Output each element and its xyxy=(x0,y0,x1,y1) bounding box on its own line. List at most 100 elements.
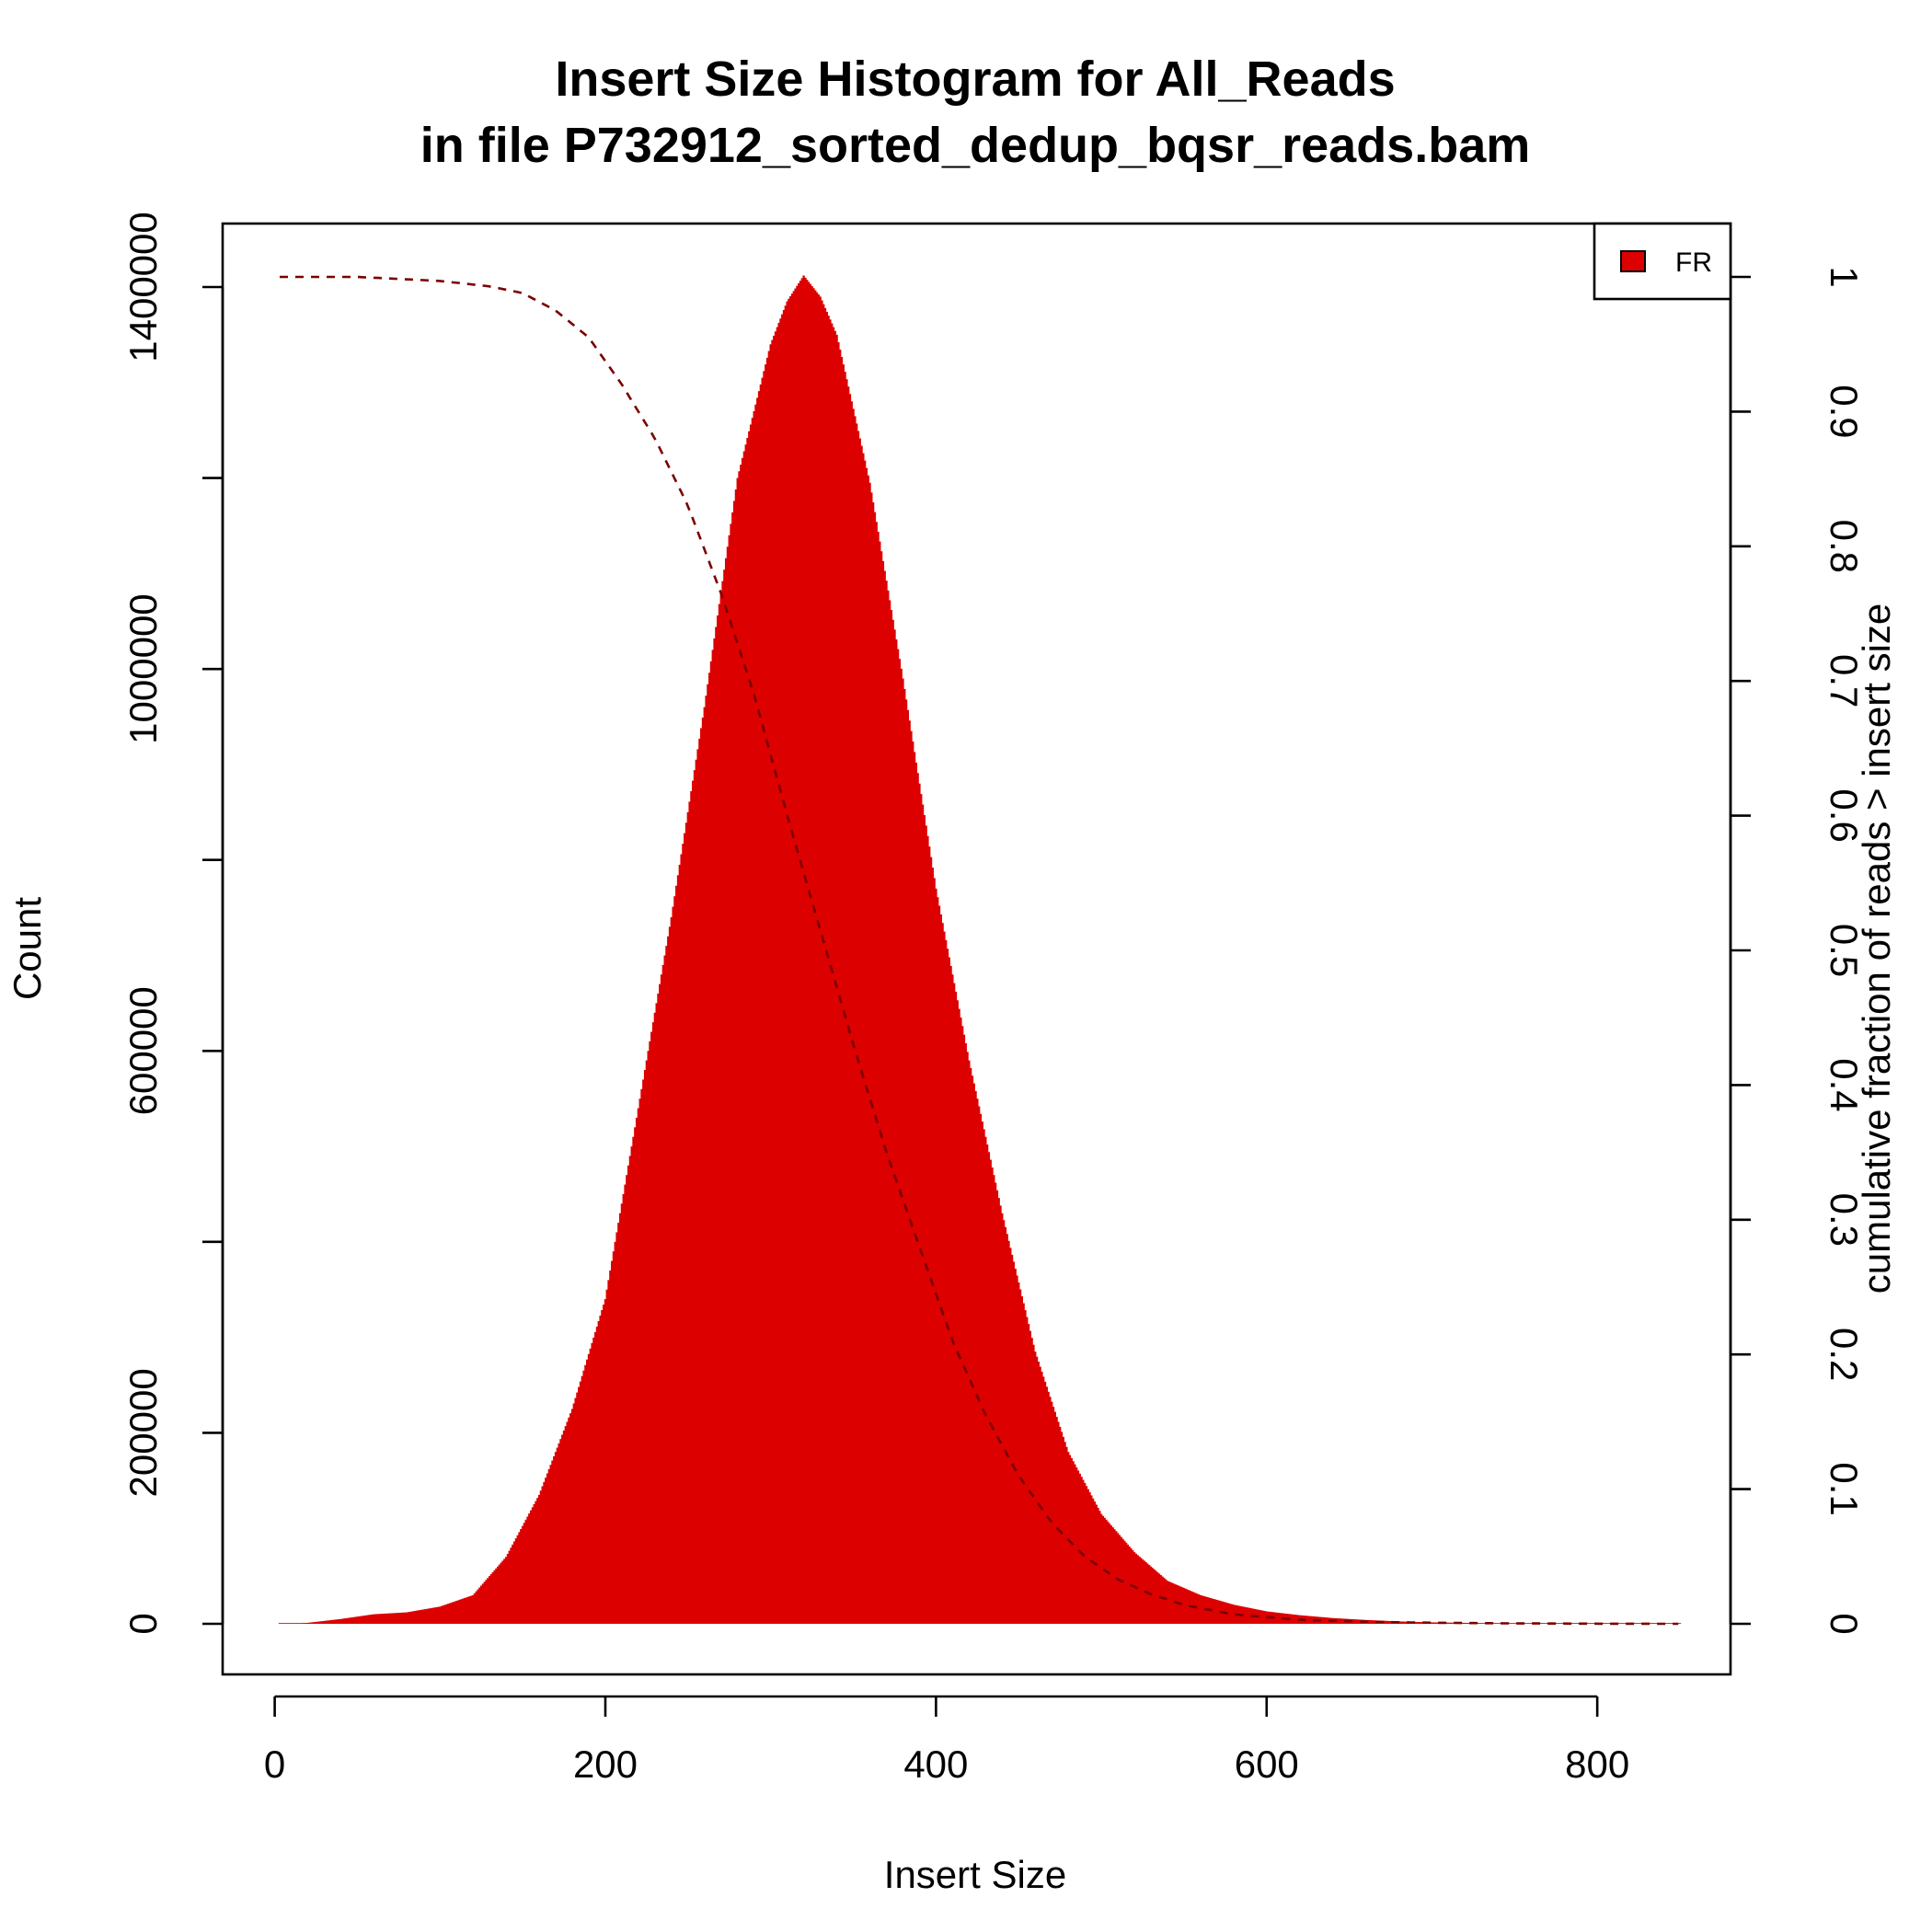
histogram-bar xyxy=(547,1468,551,1624)
histogram-bar xyxy=(1153,1569,1156,1624)
histogram-bar xyxy=(910,730,913,1624)
histogram-bar xyxy=(1065,1446,1068,1624)
histogram-bar xyxy=(407,1612,410,1624)
histogram-bar xyxy=(1352,1619,1356,1624)
histogram-bar xyxy=(789,295,792,1625)
histogram-bar xyxy=(1420,1622,1423,1624)
histogram-bar xyxy=(949,965,952,1624)
histogram-bar xyxy=(991,1167,994,1624)
histogram-bar xyxy=(549,1465,552,1624)
histogram-bar xyxy=(637,1108,640,1624)
histogram-bar xyxy=(968,1060,971,1624)
histogram-bar xyxy=(1356,1619,1359,1624)
histogram-bar xyxy=(1176,1584,1179,1624)
histogram-bar xyxy=(351,1616,354,1624)
histogram-bar xyxy=(635,1117,638,1624)
histogram-bar xyxy=(1020,1296,1024,1624)
histogram-bar xyxy=(524,1519,527,1624)
histogram-bar xyxy=(356,1616,359,1624)
histogram-bar xyxy=(553,1455,556,1624)
histogram-bar xyxy=(1389,1621,1392,1624)
histogram-bar xyxy=(1466,1622,1468,1624)
histogram-bar xyxy=(597,1321,601,1624)
histogram-bar xyxy=(541,1486,544,1624)
histogram-bar xyxy=(1558,1623,1561,1624)
histogram-bar xyxy=(415,1610,419,1624)
histogram-bar xyxy=(1186,1589,1189,1624)
histogram-bar xyxy=(962,1034,966,1624)
histogram-bar xyxy=(738,471,741,1624)
legend-label-fr: FR xyxy=(1675,247,1712,278)
histogram-bar xyxy=(512,1544,514,1624)
histogram-bar xyxy=(1432,1622,1435,1624)
histogram-bar xyxy=(929,857,933,1624)
histogram-bar xyxy=(510,1547,512,1624)
histogram-bar xyxy=(1199,1594,1202,1624)
histogram-bar xyxy=(830,323,834,1625)
histogram-bar xyxy=(1227,1603,1230,1624)
histogram-bar xyxy=(1386,1620,1389,1624)
histogram-bar xyxy=(500,1562,502,1624)
histogram-bar xyxy=(354,1616,357,1624)
histogram-bar xyxy=(1559,1623,1562,1624)
histogram-bar xyxy=(282,1623,284,1624)
histogram-bar xyxy=(902,678,904,1624)
histogram-bar xyxy=(726,546,730,1624)
histogram-bar xyxy=(346,1617,349,1624)
histogram-bar xyxy=(1167,1581,1170,1624)
histogram-bar xyxy=(1113,1529,1116,1624)
histogram-bar xyxy=(984,1136,987,1624)
histogram-bar xyxy=(926,835,929,1624)
histogram-bar xyxy=(394,1613,397,1624)
histogram-bar xyxy=(800,278,804,1625)
histogram-bar xyxy=(1367,1620,1371,1624)
histogram-area xyxy=(278,275,1682,1625)
histogram-bar xyxy=(880,551,883,1624)
x-tick-label: 0 xyxy=(264,1742,285,1786)
histogram-bar xyxy=(615,1232,618,1624)
histogram-bar xyxy=(690,790,693,1624)
histogram-bar xyxy=(1493,1623,1496,1624)
histogram-bar xyxy=(369,1615,373,1624)
histogram-bar xyxy=(1526,1623,1529,1624)
histogram-bar xyxy=(1512,1623,1514,1624)
histogram-bar xyxy=(1169,1581,1172,1624)
histogram-bar xyxy=(358,1616,361,1624)
histogram-bar xyxy=(280,1623,282,1624)
histogram-bar xyxy=(1049,1397,1052,1624)
histogram-bar xyxy=(767,351,771,1624)
histogram-bar xyxy=(294,1623,298,1624)
histogram-bar xyxy=(1047,1391,1050,1624)
histogram-bar xyxy=(995,1190,999,1624)
histogram-bar xyxy=(796,285,799,1624)
histogram-bar xyxy=(296,1623,299,1624)
histogram-bar xyxy=(520,1528,523,1624)
histogram-bar xyxy=(350,1617,352,1624)
histogram-bar xyxy=(316,1621,319,1624)
histogram-bar xyxy=(1058,1426,1062,1624)
histogram-bar xyxy=(765,357,769,1624)
histogram-bar xyxy=(1634,1623,1637,1624)
histogram-bar xyxy=(751,418,754,1625)
histogram-bar xyxy=(309,1622,313,1624)
histogram-bar xyxy=(1620,1623,1624,1624)
histogram-bar xyxy=(545,1478,547,1624)
histogram-bar xyxy=(1202,1595,1205,1624)
histogram-bar xyxy=(336,1619,339,1624)
y2-tick-label: 0.8 xyxy=(1823,520,1866,573)
histogram-bar xyxy=(489,1574,493,1624)
histogram-bar xyxy=(435,1606,438,1624)
histogram-bar xyxy=(491,1571,495,1624)
histogram-bar xyxy=(450,1602,454,1624)
histogram-bar xyxy=(429,1608,431,1624)
histogram-bar xyxy=(1053,1411,1056,1624)
histogram-bar xyxy=(1340,1618,1342,1624)
histogram-bar xyxy=(331,1619,334,1624)
histogram-bar xyxy=(1278,1613,1282,1624)
histogram-bar xyxy=(390,1613,394,1624)
histogram-bar xyxy=(1035,1356,1039,1624)
histogram-bar xyxy=(1445,1622,1448,1624)
histogram-bar xyxy=(873,512,877,1625)
histogram-bar xyxy=(317,1621,321,1624)
